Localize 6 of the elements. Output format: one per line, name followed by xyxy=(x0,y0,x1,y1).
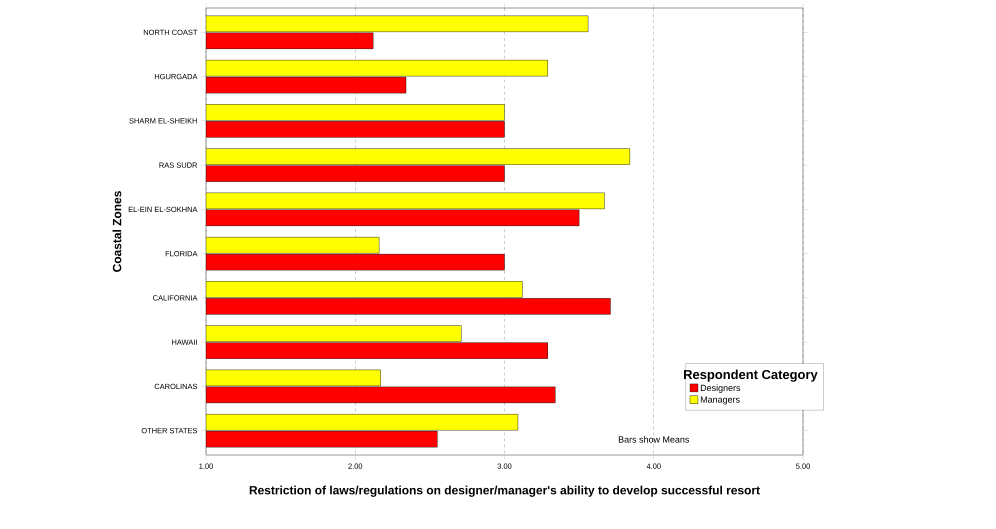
legend-label: Designers xyxy=(700,384,740,393)
annotation: Bars show Means xyxy=(618,436,690,443)
legend-label: Managers xyxy=(700,396,740,404)
x-axis-title: Restriction of laws/regulations on designer/manager's ability to develop successful resort xyxy=(250,486,760,497)
y-axis-title: Coastal Zones xyxy=(112,191,122,272)
legend-title: Respondent Category xyxy=(684,370,818,382)
